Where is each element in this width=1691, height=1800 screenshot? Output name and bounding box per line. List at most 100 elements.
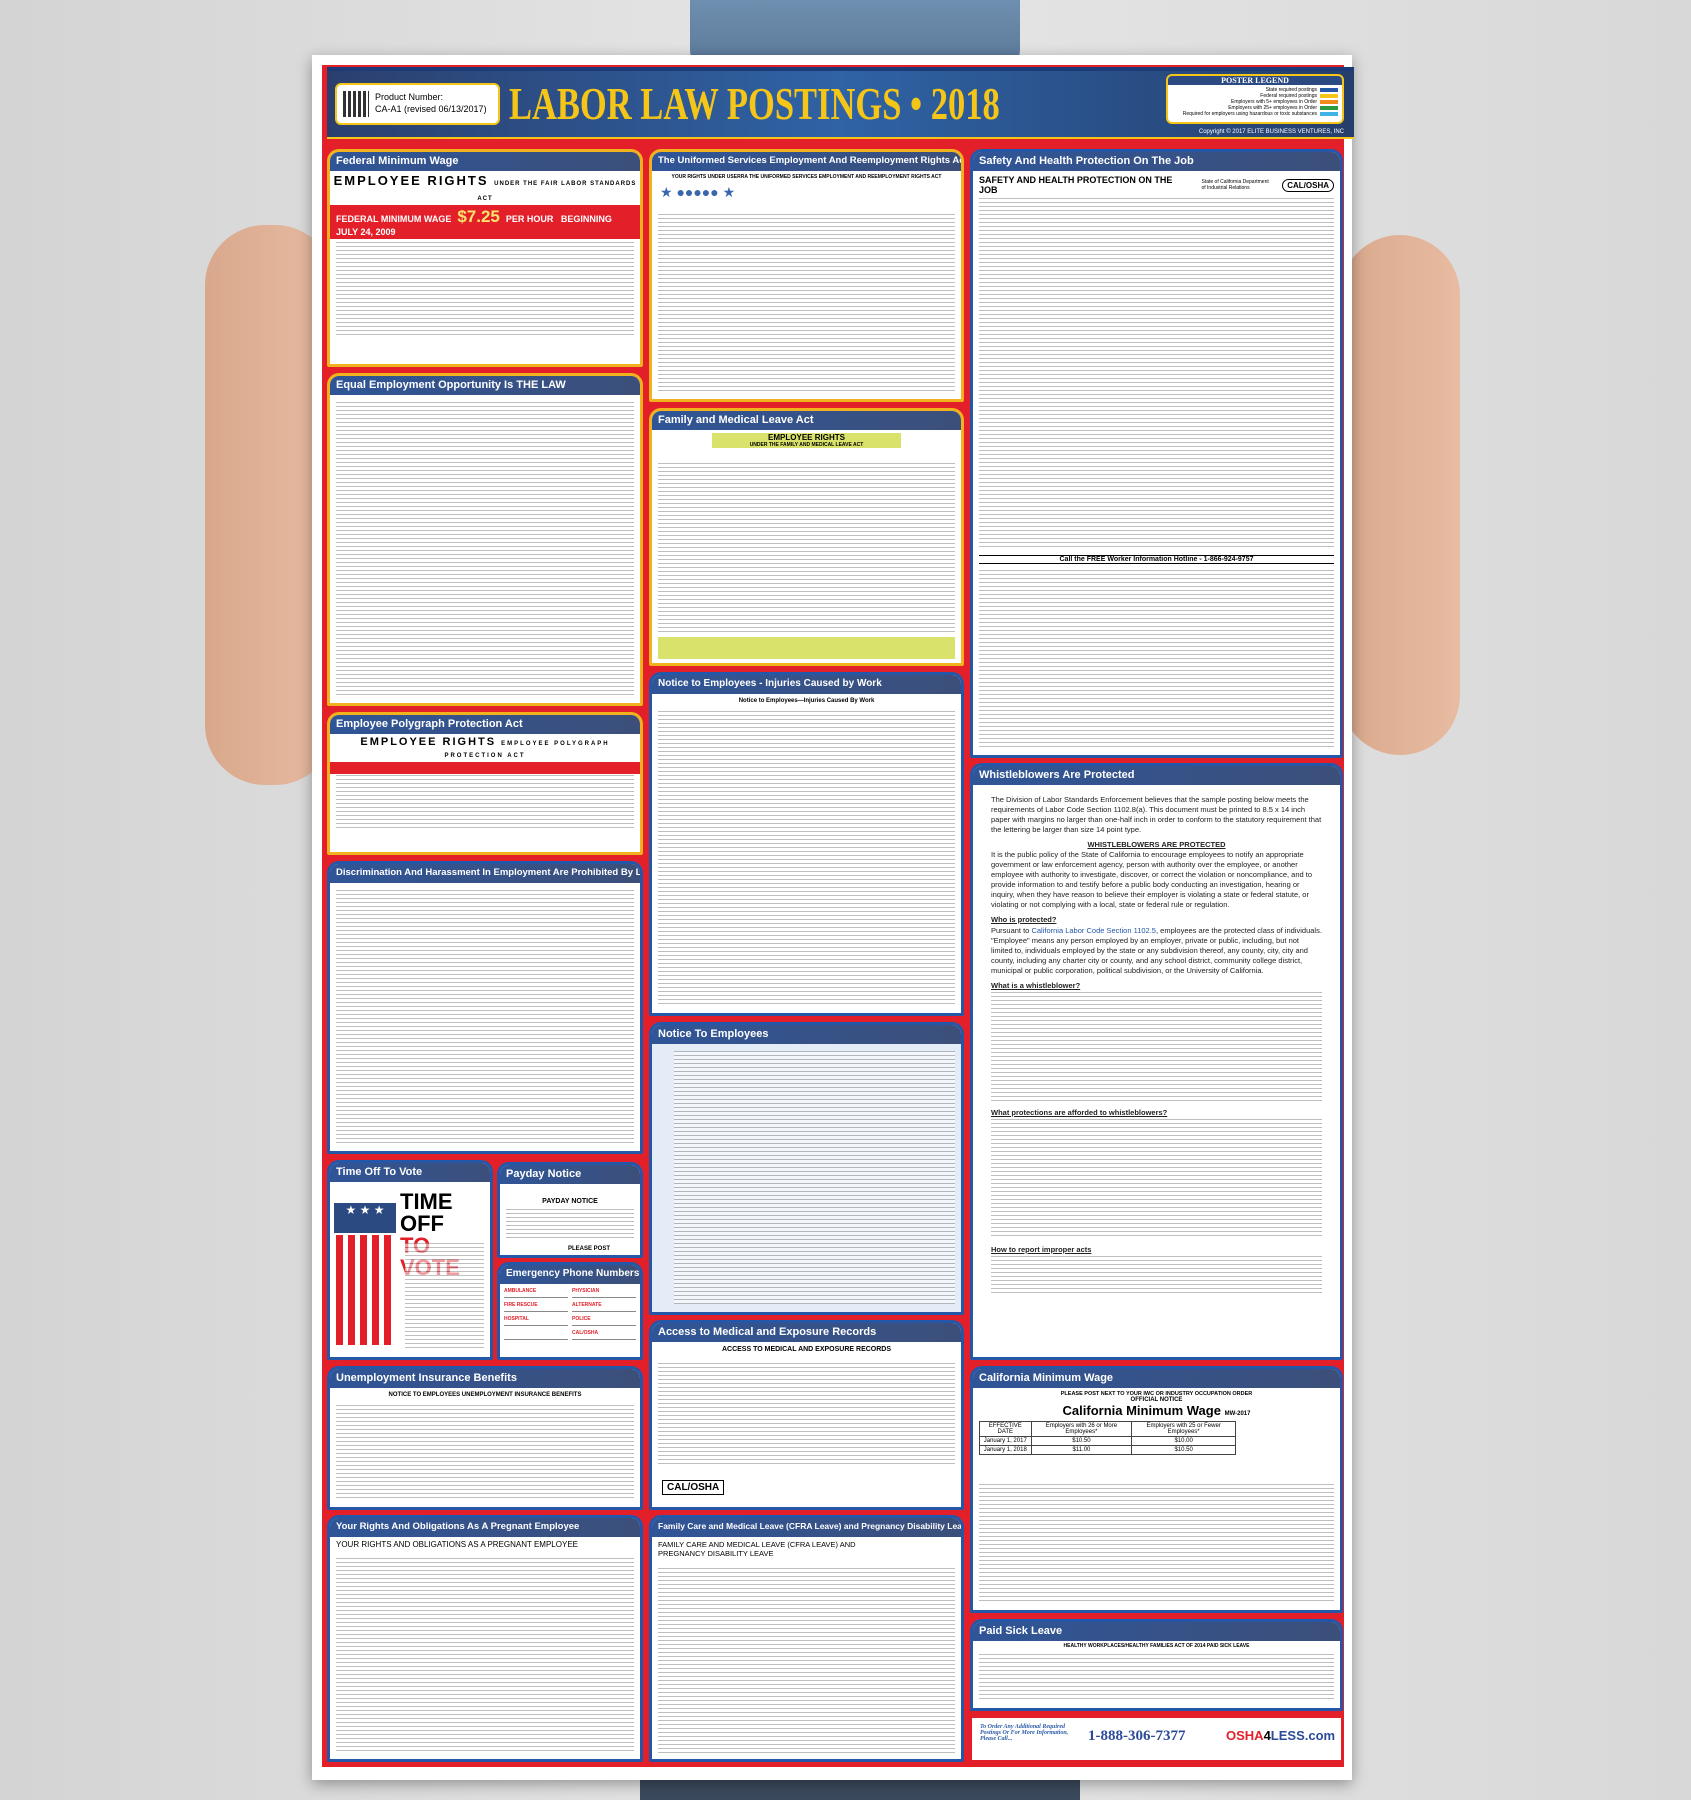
legend-item: Employers with 5+ employees in Order <box>1172 99 1338 105</box>
section-title: Notice To Employees <box>652 1025 961 1044</box>
worker-hotline: Call the FREE Worker Information Hotline… <box>979 555 1334 564</box>
please-post: PLEASE POST <box>567 1246 610 1252</box>
order-footer: To Order Any Additional Required Posting… <box>970 1716 1343 1762</box>
who-protected-text: Pursuant to California Labor Code Sectio… <box>991 926 1322 975</box>
section-title: Federal Minimum Wage <box>330 152 640 171</box>
section-paid-sick-leave: Paid Sick Leave HEALTHY WORKPLACES/HEALT… <box>970 1619 1343 1711</box>
employee-rights-heading: EMPLOYEE RIGHTS EMPLOYEE POLYGRAPH PROTE… <box>360 736 610 759</box>
wage-table: EFFECTIVE DATE Employers with 26 or More … <box>979 1421 1236 1455</box>
wage-cell: $10.50 <box>1131 1445 1236 1455</box>
section-injuries: Notice to Employees - Injuries Caused by… <box>649 672 964 1016</box>
emergency-field[interactable]: CAL/OSHA <box>572 1330 636 1340</box>
emergency-field[interactable]: HOSPITAL <box>504 1316 568 1326</box>
order-phone: 1-888-306-7377 <box>1088 1728 1186 1744</box>
minimum-wage-bar: FEDERAL MINIMUM WAGE $7.25 PER HOUR BEGINN… <box>330 205 640 239</box>
body-text <box>336 242 634 338</box>
body-text <box>674 1051 955 1304</box>
emergency-field[interactable]: ALTERNATE <box>572 1302 636 1312</box>
what-whistleblower-heading: What is a whistleblower? <box>991 981 1081 990</box>
body-text <box>336 775 634 830</box>
section-payday-notice: Payday Notice PAYDAY NOTICE PLEASE POST <box>497 1162 643 1258</box>
wage-cell: Employers with 26 or More Employees* <box>1030 1421 1133 1437</box>
military-seals-icon: ★ ●●●●● ★ <box>660 184 736 200</box>
product-label: Product Number: <box>375 92 444 102</box>
section-access-records: Access to Medical and Exposure Records A… <box>649 1320 964 1510</box>
whistle-intro: The Division of Labor Standards Enforcem… <box>991 795 1322 834</box>
legend-title: POSTER LEGEND <box>1168 76 1342 85</box>
wage-cell: January 1, 2017 <box>979 1436 1032 1446</box>
injuries-heading: Notice to Employees—Injuries Caused By W… <box>738 698 875 704</box>
section-pregnant-employee: Your Rights And Obligations As A Pregnan… <box>327 1515 643 1762</box>
body-text <box>336 402 634 697</box>
product-number: CA-A1 (revised 06/13/2017) <box>375 104 487 114</box>
flag-stripes <box>336 1235 394 1345</box>
copyright: Copyright © 2017 ELITE BUSINESS VENTURES… <box>1198 129 1344 135</box>
report-heading: How to report improper acts <box>991 1245 1092 1254</box>
wage-cell: January 1, 2018 <box>979 1445 1032 1455</box>
section-title: Safety And Health Protection On The Job <box>973 152 1340 171</box>
section-title: Time Off To Vote <box>330 1163 490 1182</box>
section-time-off-to-vote: Time Off To Vote ★ ★ ★ TIME OFFTO VOTE <box>327 1160 493 1360</box>
section-title: Payday Notice <box>500 1165 640 1184</box>
who-protected-heading: Who is protected? <box>991 915 1057 924</box>
emergency-field[interactable]: POLICE <box>572 1316 636 1326</box>
wage-cell: $10.50 <box>1030 1436 1133 1446</box>
section-title: Family and Medical Leave Act <box>652 411 961 430</box>
section-whistleblowers: Whistleblowers Are Protected The Divisio… <box>970 763 1343 1360</box>
wage-cell: Employers with 25 or Fewer Employees* <box>1131 1421 1236 1437</box>
whistle-center-title: WHISTLEBLOWERS ARE PROTECTED <box>1087 840 1226 849</box>
labor-code-link[interactable]: California Labor Code Section 1102.5 <box>1031 926 1156 935</box>
wage-cell: $11.00 <box>1030 1445 1133 1455</box>
calosha-logo: CAL/OSHA <box>1282 178 1334 192</box>
osha4less-logo: OSHA4LESS.com <box>1226 1728 1336 1743</box>
whd-footer <box>658 637 955 659</box>
emergency-field[interactable]: FIRE RESCUE <box>504 1302 568 1312</box>
legend-item: Employers with 25+ employees in Order <box>1172 105 1338 111</box>
whistle-policy: It is the public policy of the State of … <box>991 850 1313 909</box>
cfra-heading: FAMILY CARE AND MEDICAL LEAVE (CFRA LEAV… <box>658 1540 856 1558</box>
section-title: Employee Polygraph Protection Act <box>330 715 640 734</box>
emergency-field[interactable]: AMBULANCE <box>504 1288 568 1298</box>
poster-legend: POSTER LEGEND State required postings Fed… <box>1166 74 1344 124</box>
district-offices-list <box>979 570 1334 747</box>
pregnant-heading: YOUR RIGHTS AND OBLIGATIONS AS A PREGNAN… <box>336 1540 578 1549</box>
body-text <box>658 1568 955 1753</box>
access-heading: ACCESS TO MEDICAL AND EXPOSURE RECORDS <box>721 1346 892 1353</box>
section-title: Discrimination And Harassment In Employm… <box>330 864 640 883</box>
section-userra: The Uniformed Services Employment And Re… <box>649 149 964 402</box>
section-cfra: Family Care and Medical Leave (CFRA Leav… <box>649 1515 964 1762</box>
body-text <box>336 1405 634 1501</box>
section-discrimination: Discrimination And Harassment In Employm… <box>327 861 643 1154</box>
calosha-logo: CAL/OSHA <box>662 1480 725 1495</box>
section-title: Emergency Phone Numbers <box>500 1265 640 1284</box>
protections-heading: What protections are afforded to whistle… <box>991 1108 1168 1117</box>
form-lines <box>506 1209 634 1241</box>
fmla-heading: EMPLOYEE RIGHTS UNDER THE FAMILY AND MEDI… <box>712 433 901 448</box>
ca-wage-heading: California Minimum Wage MW-2017 <box>1062 1403 1251 1418</box>
right-hand <box>1340 235 1460 755</box>
section-polygraph: Employee Polygraph Protection Act EMPLOY… <box>327 712 643 855</box>
section-title: Equal Employment Opportunity Is THE LAW <box>330 376 640 395</box>
employee-rights-heading: EMPLOYEE RIGHTS UNDER THE FAIR LABOR STA… <box>333 173 637 202</box>
order-text: To Order Any Additional Required Posting… <box>980 1724 1069 1742</box>
wage-row: January 1, 2018 $11.00 $10.50 <box>979 1445 1236 1455</box>
body-text <box>658 1363 955 1467</box>
section-eeo: Equal Employment Opportunity Is THE LAW <box>327 373 643 706</box>
body-text <box>979 1654 1334 1702</box>
section-title: Your Rights And Obligations As A Pregnan… <box>330 1518 640 1537</box>
product-number-box: Product Number: CA-A1 (revised 06/13/201… <box>335 83 500 125</box>
body-text <box>991 1256 1322 1296</box>
emergency-field[interactable] <box>504 1330 568 1340</box>
section-federal-minimum-wage: Federal Minimum Wage EMPLOYEE RIGHTS UND… <box>327 149 643 367</box>
ui-heading: NOTICE TO EMPLOYEES UNEMPLOYMENT INSURAN… <box>388 1392 582 1398</box>
emergency-field[interactable]: PHYSICIAN <box>572 1288 636 1298</box>
official-notice: OFFICIAL NOTICE <box>1130 1397 1183 1403</box>
payday-heading: PAYDAY NOTICE <box>542 1198 598 1205</box>
legend-item: Required for employers using hazardous o… <box>1172 111 1338 117</box>
body-text <box>658 463 955 633</box>
wage-cell: $10.00 <box>1131 1436 1236 1446</box>
section-title: Unemployment Insurance Benefits <box>330 1369 640 1388</box>
section-title: Family Care and Medical Leave (CFRA Leav… <box>652 1518 961 1537</box>
wage-row: January 1, 2017 $10.50 $10.00 <box>979 1436 1236 1446</box>
section-safety-health: Safety And Health Protection On The Job … <box>970 149 1343 758</box>
